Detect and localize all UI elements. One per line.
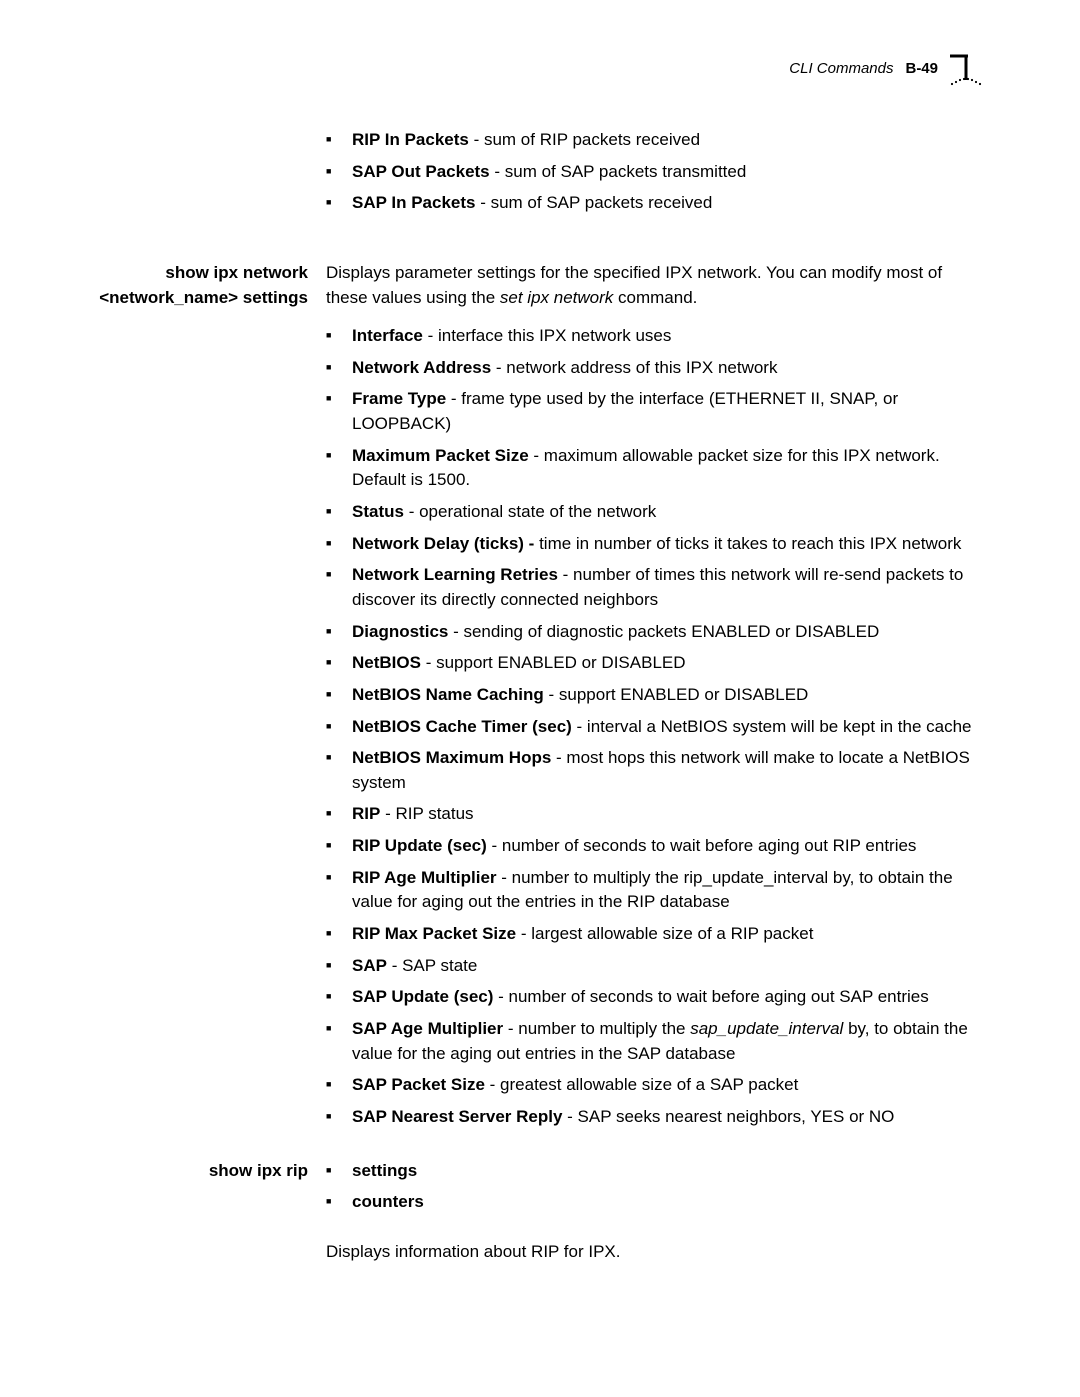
content: RIP In Packets - sum of RIP packets rece… — [96, 128, 984, 1268]
list-item-bold: Frame Type — [352, 389, 446, 408]
list-item-text: - SAP state — [387, 956, 477, 975]
list-item: Diagnostics - sending of diagnostic pack… — [326, 620, 984, 645]
list-item-bold: NetBIOS Name Caching — [352, 685, 544, 704]
list-item-text: - sending of diagnostic packets ENABLED … — [448, 622, 879, 641]
intro-italic: set ipx network — [500, 288, 613, 307]
list-item-text: - operational state of the network — [404, 502, 656, 521]
list-item-text: - number to multiply the — [503, 1019, 690, 1038]
list-item-bold: Status — [352, 502, 404, 521]
list-item-bold: SAP Packet Size — [352, 1075, 485, 1094]
header-page-number: B-49 — [905, 60, 938, 77]
list-item-bold: RIP In Packets — [352, 130, 469, 149]
list-item-text: - sum of SAP packets transmitted — [490, 162, 747, 181]
list-item: SAP Age Multiplier - number to multiply … — [326, 1017, 984, 1066]
list-item: counters — [326, 1190, 984, 1215]
list-item-bold: Network Address — [352, 358, 491, 377]
list-item-bold: settings — [352, 1161, 417, 1180]
list-item-text: - largest allowable size of a RIP packet — [516, 924, 813, 943]
list-item: SAP Update (sec) - number of seconds to … — [326, 985, 984, 1010]
list-item-text: - number of seconds to wait before aging… — [487, 836, 917, 855]
list-item-text: - greatest allowable size of a SAP packe… — [485, 1075, 798, 1094]
list-item-bold: SAP Update (sec) — [352, 987, 493, 1006]
list-item-bold: SAP Age Multiplier — [352, 1019, 503, 1038]
list-item: NetBIOS Maximum Hops - most hops this ne… — [326, 746, 984, 795]
list-item: RIP Age Multiplier - number to multiply … — [326, 866, 984, 915]
list-item-text: - RIP status — [380, 804, 473, 823]
list-item-text: - sum of SAP packets received — [475, 193, 712, 212]
list-item-text: time in number of ticks it takes to reac… — [539, 534, 961, 553]
list-item: SAP - SAP state — [326, 954, 984, 979]
list-item-bold: SAP Nearest Server Reply — [352, 1107, 562, 1126]
list-item-bold: RIP Max Packet Size — [352, 924, 516, 943]
list-item-bold: RIP Age Multiplier — [352, 868, 497, 887]
intro-text-2: command. — [613, 288, 697, 307]
list-item: SAP In Packets - sum of SAP packets rece… — [326, 191, 984, 216]
list-item: RIP Max Packet Size - largest allowable … — [326, 922, 984, 947]
list-item-text: - number of seconds to wait before aging… — [493, 987, 928, 1006]
list-item-bold: SAP In Packets — [352, 193, 475, 212]
section1-intro: Displays parameter settings for the spec… — [326, 261, 984, 310]
list-item: Network Address - network address of thi… — [326, 356, 984, 381]
list-item: NetBIOS Name Caching - support ENABLED o… — [326, 683, 984, 708]
section-heading-ipx-rip: show ipx rip — [96, 1159, 326, 1265]
header-title: CLI Commands — [789, 60, 893, 77]
list-item-text: - support ENABLED or DISABLED — [421, 653, 686, 672]
list-item-bold: Network Delay (ticks) - — [352, 534, 539, 553]
list-item: Network Learning Retries - number of tim… — [326, 563, 984, 612]
list-item: Network Delay (ticks) - time in number o… — [326, 532, 984, 557]
section-heading-ipx-network: show ipx network <network_name> settings — [96, 261, 326, 1137]
list-item-bold: Network Learning Retries — [352, 565, 558, 584]
list-item: NetBIOS - support ENABLED or DISABLED — [326, 651, 984, 676]
list-item-bold: RIP — [352, 804, 380, 823]
section1-bullet-list: Interface - interface this IPX network u… — [326, 324, 984, 1129]
list-item-text: - network address of this IPX network — [491, 358, 777, 377]
top-bullet-list: RIP In Packets - sum of RIP packets rece… — [326, 128, 984, 216]
list-item-bold: SAP Out Packets — [352, 162, 490, 181]
list-item: Maximum Packet Size - maximum allowable … — [326, 444, 984, 493]
logo-icon — [950, 54, 984, 88]
list-item: settings — [326, 1159, 984, 1184]
list-item-italic: sap_update_interval — [690, 1019, 843, 1038]
list-item-bold: Diagnostics — [352, 622, 448, 641]
list-item-bold: counters — [352, 1192, 424, 1211]
list-item-text: - sum of RIP packets received — [469, 130, 700, 149]
list-item-bold: SAP — [352, 956, 387, 975]
list-item-bold: Interface — [352, 326, 423, 345]
list-item: RIP - RIP status — [326, 802, 984, 827]
list-item-text: - support ENABLED or DISABLED — [544, 685, 809, 704]
list-item: Frame Type - frame type used by the inte… — [326, 387, 984, 436]
list-item: NetBIOS Cache Timer (sec) - interval a N… — [326, 715, 984, 740]
list-item-text: - interface this IPX network uses — [423, 326, 672, 345]
list-item-text: - SAP seeks nearest neighbors, YES or NO — [562, 1107, 894, 1126]
list-item: RIP In Packets - sum of RIP packets rece… — [326, 128, 984, 153]
section2-bullet-list: settings counters — [326, 1159, 984, 1215]
list-item: RIP Update (sec) - number of seconds to … — [326, 834, 984, 859]
section2-footer-text: Displays information about RIP for IPX. — [326, 1240, 984, 1265]
list-item-bold: RIP Update (sec) — [352, 836, 487, 855]
list-item-bold: Maximum Packet Size — [352, 446, 529, 465]
list-item: SAP Packet Size - greatest allowable siz… — [326, 1073, 984, 1098]
list-item-bold: NetBIOS Cache Timer (sec) — [352, 717, 572, 736]
list-item-bold: NetBIOS Maximum Hops — [352, 748, 551, 767]
list-item: SAP Out Packets - sum of SAP packets tra… — [326, 160, 984, 185]
page-header: CLI Commands B-49 — [789, 60, 984, 94]
list-item-bold: NetBIOS — [352, 653, 421, 672]
list-item: Interface - interface this IPX network u… — [326, 324, 984, 349]
page: CLI Commands B-49 — [0, 0, 1080, 1397]
list-item-text: - interval a NetBIOS system will be kept… — [572, 717, 972, 736]
list-item: Status - operational state of the networ… — [326, 500, 984, 525]
list-item: SAP Nearest Server Reply - SAP seeks nea… — [326, 1105, 984, 1130]
